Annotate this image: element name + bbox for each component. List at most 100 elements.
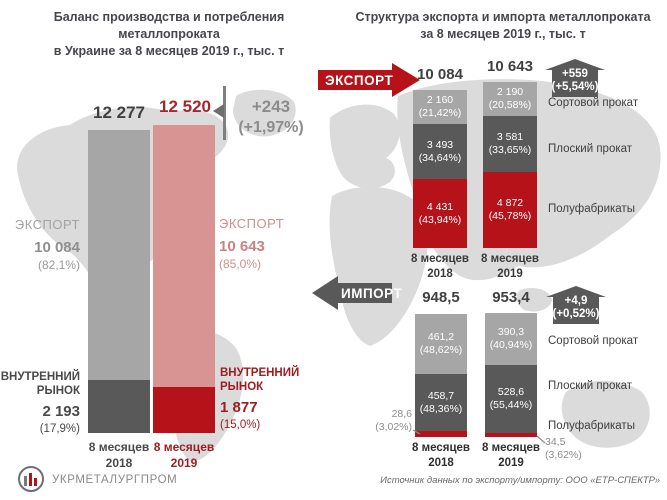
left-domestic-value-2018: 2 193 <box>42 403 80 420</box>
export-total-2018: 10 084 <box>417 66 463 83</box>
import-bar-2018-segment-polufabrikaty <box>415 431 467 437</box>
export-xlabel-2019-line2: 2019 <box>497 268 523 280</box>
export-bar-2018-segment-polufabrikaty: 4 431 (43,94%) <box>413 179 467 248</box>
left-domestic-block-2018: ВНУТРЕННИЙ РЫНОК 2 193 (17,9%) <box>0 370 80 435</box>
segment-value: 2 190 <box>496 86 524 98</box>
left-bar-2018 <box>88 130 150 433</box>
left-export-label-2019: ЭКСПОРТ <box>219 216 285 231</box>
logo-bar-2 <box>29 473 32 486</box>
import-arrow-label: ИМПОРТ <box>341 285 403 301</box>
import-category-polufabrikaty: Полуфабрикаты <box>548 420 635 432</box>
left-xlabel-2018-line1: 8 месяцев <box>88 440 150 454</box>
segment-value: 3 493 <box>426 138 454 151</box>
export-xlabel-2019-line1: 8 месяцев <box>481 253 539 265</box>
segment-value: 4 431 <box>426 200 454 213</box>
export-bar-2018-segment-sortovoy: 2 160 (21,42%) <box>413 90 467 124</box>
import-bar-2019: 390,3 (40,94%) 528,6 (55,44%) <box>485 313 537 437</box>
export-bar-2018-segment-ploskiy: 3 493 (34,64%) <box>413 124 467 179</box>
left-total-2018: 12 277 <box>93 103 145 122</box>
left-domestic-label2-2018: РЫНОК <box>36 385 80 397</box>
segment-percent: (48,36%) <box>419 402 463 415</box>
segment-value: 4 872 <box>496 197 524 209</box>
left-export-percent-2019: (85,0%) <box>219 257 262 271</box>
segment-value: 528,6 <box>497 386 525 398</box>
export-bar-2019: 2 190 (20,58%) 3 581 (33,65%) 4 872 (45,… <box>483 82 537 248</box>
export-xlabel-2019: 8 месяцев 2019 <box>473 252 547 282</box>
export-xlabel-2018: 8 месяцев 2018 <box>403 252 477 282</box>
export-xlabel-2018-line1: 8 месяцев <box>411 253 469 265</box>
export-badge-percent: (+5,54%) <box>551 81 599 93</box>
right-chart-title-line2: за 8 месяцев 2019 г., тыс. т <box>420 27 586 41</box>
import-total-2018: 948,5 <box>422 289 460 306</box>
segment-percent: (33,65%) <box>488 144 532 156</box>
import-xlabel-2018-line2: 2018 <box>428 457 454 469</box>
left-xlabel-2019: 8 месяцев 2019 <box>147 439 221 471</box>
import-bar-2018: 461,2 (48,62%) 458,7 (48,36%) <box>415 314 467 437</box>
left-domestic-percent-2019: (15,0%) <box>220 419 261 431</box>
segment-value: 458,7 <box>427 389 455 402</box>
import-bar-2018-segment-ploskiy: 458,7 (48,36%) <box>415 374 467 431</box>
segment-percent: (55,44%) <box>489 399 533 411</box>
up-arrow-badge-icon <box>545 59 605 97</box>
up-arrow-badge-icon <box>546 286 606 324</box>
import-badge-text: +4,9 (+0,52%) <box>546 295 606 321</box>
export-category-polufabrikaty: Полуфабрикаты <box>548 203 635 215</box>
export-category-sortovoy: Сортовой прокат <box>548 97 639 109</box>
import-xlabel-2019-line2: 2019 <box>498 457 524 469</box>
segment-percent: (40,94%) <box>489 339 533 351</box>
export-bar-2019-segment-sortovoy: 2 190 (20,58%) <box>483 82 537 116</box>
left-xlabel-2019-line1: 8 месяцев <box>153 440 215 454</box>
import-bar-2019-segment-polufabrikaty <box>485 433 537 437</box>
import-callout-2019-percent: (3,62%) <box>545 449 582 461</box>
export-bar-2018: 2 160 (21,42%) 3 493 (34,64%) 4 431 (43,… <box>413 90 467 248</box>
segment-percent: (34,64%) <box>418 151 462 164</box>
export-arrow-icon <box>318 63 420 97</box>
export-total-2019: 10 643 <box>487 58 533 75</box>
import-callout-2018-value: 28,6 <box>391 408 412 420</box>
left-bar-2018-domestic-segment <box>88 380 150 433</box>
segment-percent: (45,78%) <box>488 210 532 222</box>
segment-value: 461,2 <box>427 331 455 343</box>
left-domestic-label1-2019: ВНУТРЕННИЙ <box>220 367 300 379</box>
left-bar-2019-export-segment <box>153 125 215 387</box>
import-xlabel-2019-line1: 8 месяцев <box>482 442 540 454</box>
import-callout-2019-value: 34,5 <box>545 436 566 448</box>
import-category-sortovoy: Сортовой прокат <box>548 335 639 347</box>
left-domestic-percent-2018: (17,9%) <box>39 423 80 435</box>
left-change-annotation: +243 (+1,97%) <box>232 96 310 138</box>
import-callout-2018-percent: (3,02%) <box>375 421 412 433</box>
import-category-ploskiy: Плоский прокат <box>548 380 633 392</box>
left-bar-2019-domestic-segment <box>153 387 215 433</box>
export-xlabel-2018-line2: 2018 <box>427 268 453 280</box>
right-chart-title: Структура экспорта и импорта металлопрок… <box>348 9 658 43</box>
segment-percent: (20,58%) <box>488 99 532 111</box>
import-xlabel-2018-line1: 8 месяцев <box>412 442 470 454</box>
export-category-ploskiy: Плоский прокат <box>548 143 633 155</box>
export-change-badge: +559 (+5,54%) <box>545 59 605 97</box>
export-bar-2019-segment-ploskiy: 3 581 (33,65%) <box>483 116 537 172</box>
left-chart-title-line1: Баланс производства и потребления металл… <box>53 10 285 41</box>
segment-value: 390,3 <box>497 326 525 338</box>
segment-percent: (21,42%) <box>418 107 462 119</box>
left-domestic-block-2019: ВНУТРЕННИЙ РЫНОК 1 877 (15,0%) <box>220 366 310 431</box>
import-change-badge: +4,9 (+0,52%) <box>546 286 606 324</box>
import-total-2019: 953,4 <box>492 289 530 306</box>
import-arrow-icon <box>312 276 392 310</box>
import-bar-2019-segment-ploskiy: 528,6 (55,44%) <box>485 365 537 433</box>
import-callout-2019: 34,5 (3,62%) <box>545 436 597 462</box>
left-export-value-2018: 10 084 <box>34 239 80 256</box>
left-bar-2018-export-segment <box>88 130 150 380</box>
ukrmetallurgprom-logo-icon <box>18 466 44 492</box>
left-domestic-label2-2019: РЫНОК <box>220 381 264 393</box>
left-domestic-label1-2018: ВНУТРЕННИЙ <box>0 371 80 383</box>
left-change-value: +243 <box>251 97 291 116</box>
left-export-value-2019: 10 643 <box>219 238 265 255</box>
left-export-percent-2018: (82,1%) <box>37 258 80 272</box>
left-total-2019: 12 520 <box>159 97 211 116</box>
import-badge-percent: (+0,52%) <box>552 308 600 320</box>
import-callout-2018: 28,6 (3,02%) <box>366 408 412 434</box>
logo-bar-3 <box>34 478 37 486</box>
left-chart-title: Баланс производства и потребления металл… <box>8 9 330 60</box>
left-export-block-2018: ЭКСПОРТ 10 084 (82,1%) <box>6 217 80 272</box>
